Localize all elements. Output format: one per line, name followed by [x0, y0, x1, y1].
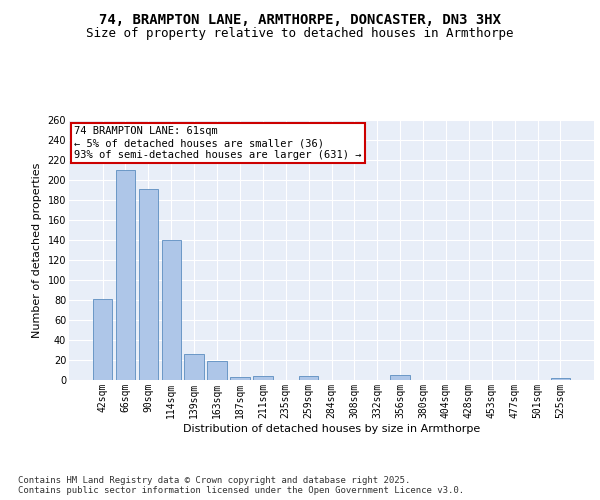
Bar [93, 299, 112, 380]
Text: Contains HM Land Registry data © Crown copyright and database right 2025.
Contai: Contains HM Land Registry data © Crown c… [18, 476, 464, 495]
Bar [161, 240, 181, 380]
Y-axis label: Number of detached properties: Number of detached properties [32, 162, 42, 338]
Bar [184, 354, 204, 380]
Bar [208, 361, 227, 380]
Bar [139, 189, 158, 380]
Bar [253, 376, 272, 380]
Bar [230, 377, 250, 380]
Bar [391, 375, 410, 380]
Text: 74, BRAMPTON LANE, ARMTHORPE, DONCASTER, DN3 3HX: 74, BRAMPTON LANE, ARMTHORPE, DONCASTER,… [99, 12, 501, 26]
Bar [116, 170, 135, 380]
Text: 74 BRAMPTON LANE: 61sqm
← 5% of detached houses are smaller (36)
93% of semi-det: 74 BRAMPTON LANE: 61sqm ← 5% of detached… [74, 126, 362, 160]
X-axis label: Distribution of detached houses by size in Armthorpe: Distribution of detached houses by size … [183, 424, 480, 434]
Text: Size of property relative to detached houses in Armthorpe: Size of property relative to detached ho… [86, 28, 514, 40]
Bar [299, 376, 319, 380]
Bar [551, 378, 570, 380]
